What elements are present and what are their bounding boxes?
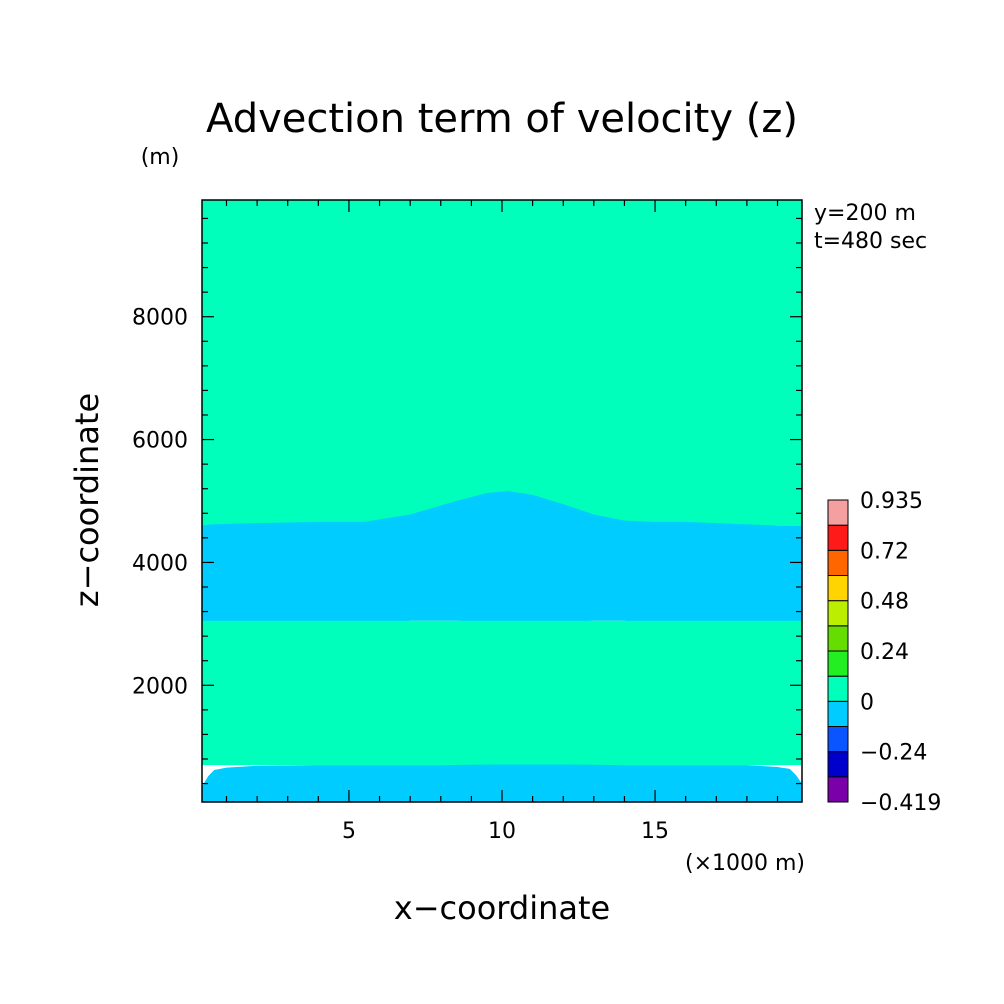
- y-axis-label: z−coordinate: [68, 393, 106, 607]
- region-upper-layer: [202, 200, 802, 526]
- colorbar-swatch: [827, 625, 849, 652]
- colorbar-swatch: [827, 726, 849, 753]
- colorbar-label: 0.72: [860, 539, 909, 564]
- colorbar-label: 0.24: [860, 640, 909, 665]
- y-tick-label: 4000: [132, 551, 188, 576]
- axes: 5 10 15 2000 4000 6000 8000: [132, 199, 803, 844]
- colorbar-label: −0.419: [860, 791, 941, 816]
- annotation-t: t=480 sec: [814, 229, 927, 254]
- region-bottom-negative-band: [202, 764, 802, 802]
- colorbar-label: −0.24: [860, 741, 927, 766]
- x-axis-label: x−coordinate: [394, 889, 610, 927]
- colorbar-swatch: [827, 751, 849, 778]
- chart-title: Advection term of velocity (z): [206, 96, 798, 142]
- x-tick-label: 10: [488, 819, 516, 844]
- y-tick-label: 6000: [132, 429, 188, 454]
- contour-regions: [202, 200, 802, 802]
- colorbar-swatch: [827, 700, 849, 727]
- x-tick-label: 5: [342, 819, 356, 844]
- x-unit-label: (×1000 m): [685, 851, 805, 876]
- y-tick-label: 8000: [132, 306, 188, 331]
- colorbar-swatch: [827, 575, 849, 602]
- colorbar-label: 0: [860, 690, 874, 715]
- colorbar-swatch: [827, 524, 849, 551]
- region-lower-positive-band: [202, 620, 802, 766]
- plot-area: [202, 200, 802, 802]
- colorbar-swatch: [827, 600, 849, 627]
- colorbar-swatch: [827, 650, 849, 677]
- y-unit-label: (m): [141, 145, 180, 170]
- colorbar: 0.935 0.72 0.48 0.24 0 −0.24 −0.419: [827, 489, 941, 816]
- colorbar-label: 0.935: [860, 489, 923, 514]
- colorbar-swatch: [827, 549, 849, 576]
- annotation-y: y=200 m: [814, 201, 916, 226]
- colorbar-swatch: [827, 776, 849, 803]
- y-tick-label: 2000: [132, 674, 188, 699]
- colorbar-swatch: [827, 499, 849, 526]
- colorbar-label: 0.48: [860, 590, 909, 615]
- x-tick-label: 15: [641, 819, 669, 844]
- colorbar-swatch: [827, 675, 849, 702]
- region-mid-negative-band: [202, 491, 802, 689]
